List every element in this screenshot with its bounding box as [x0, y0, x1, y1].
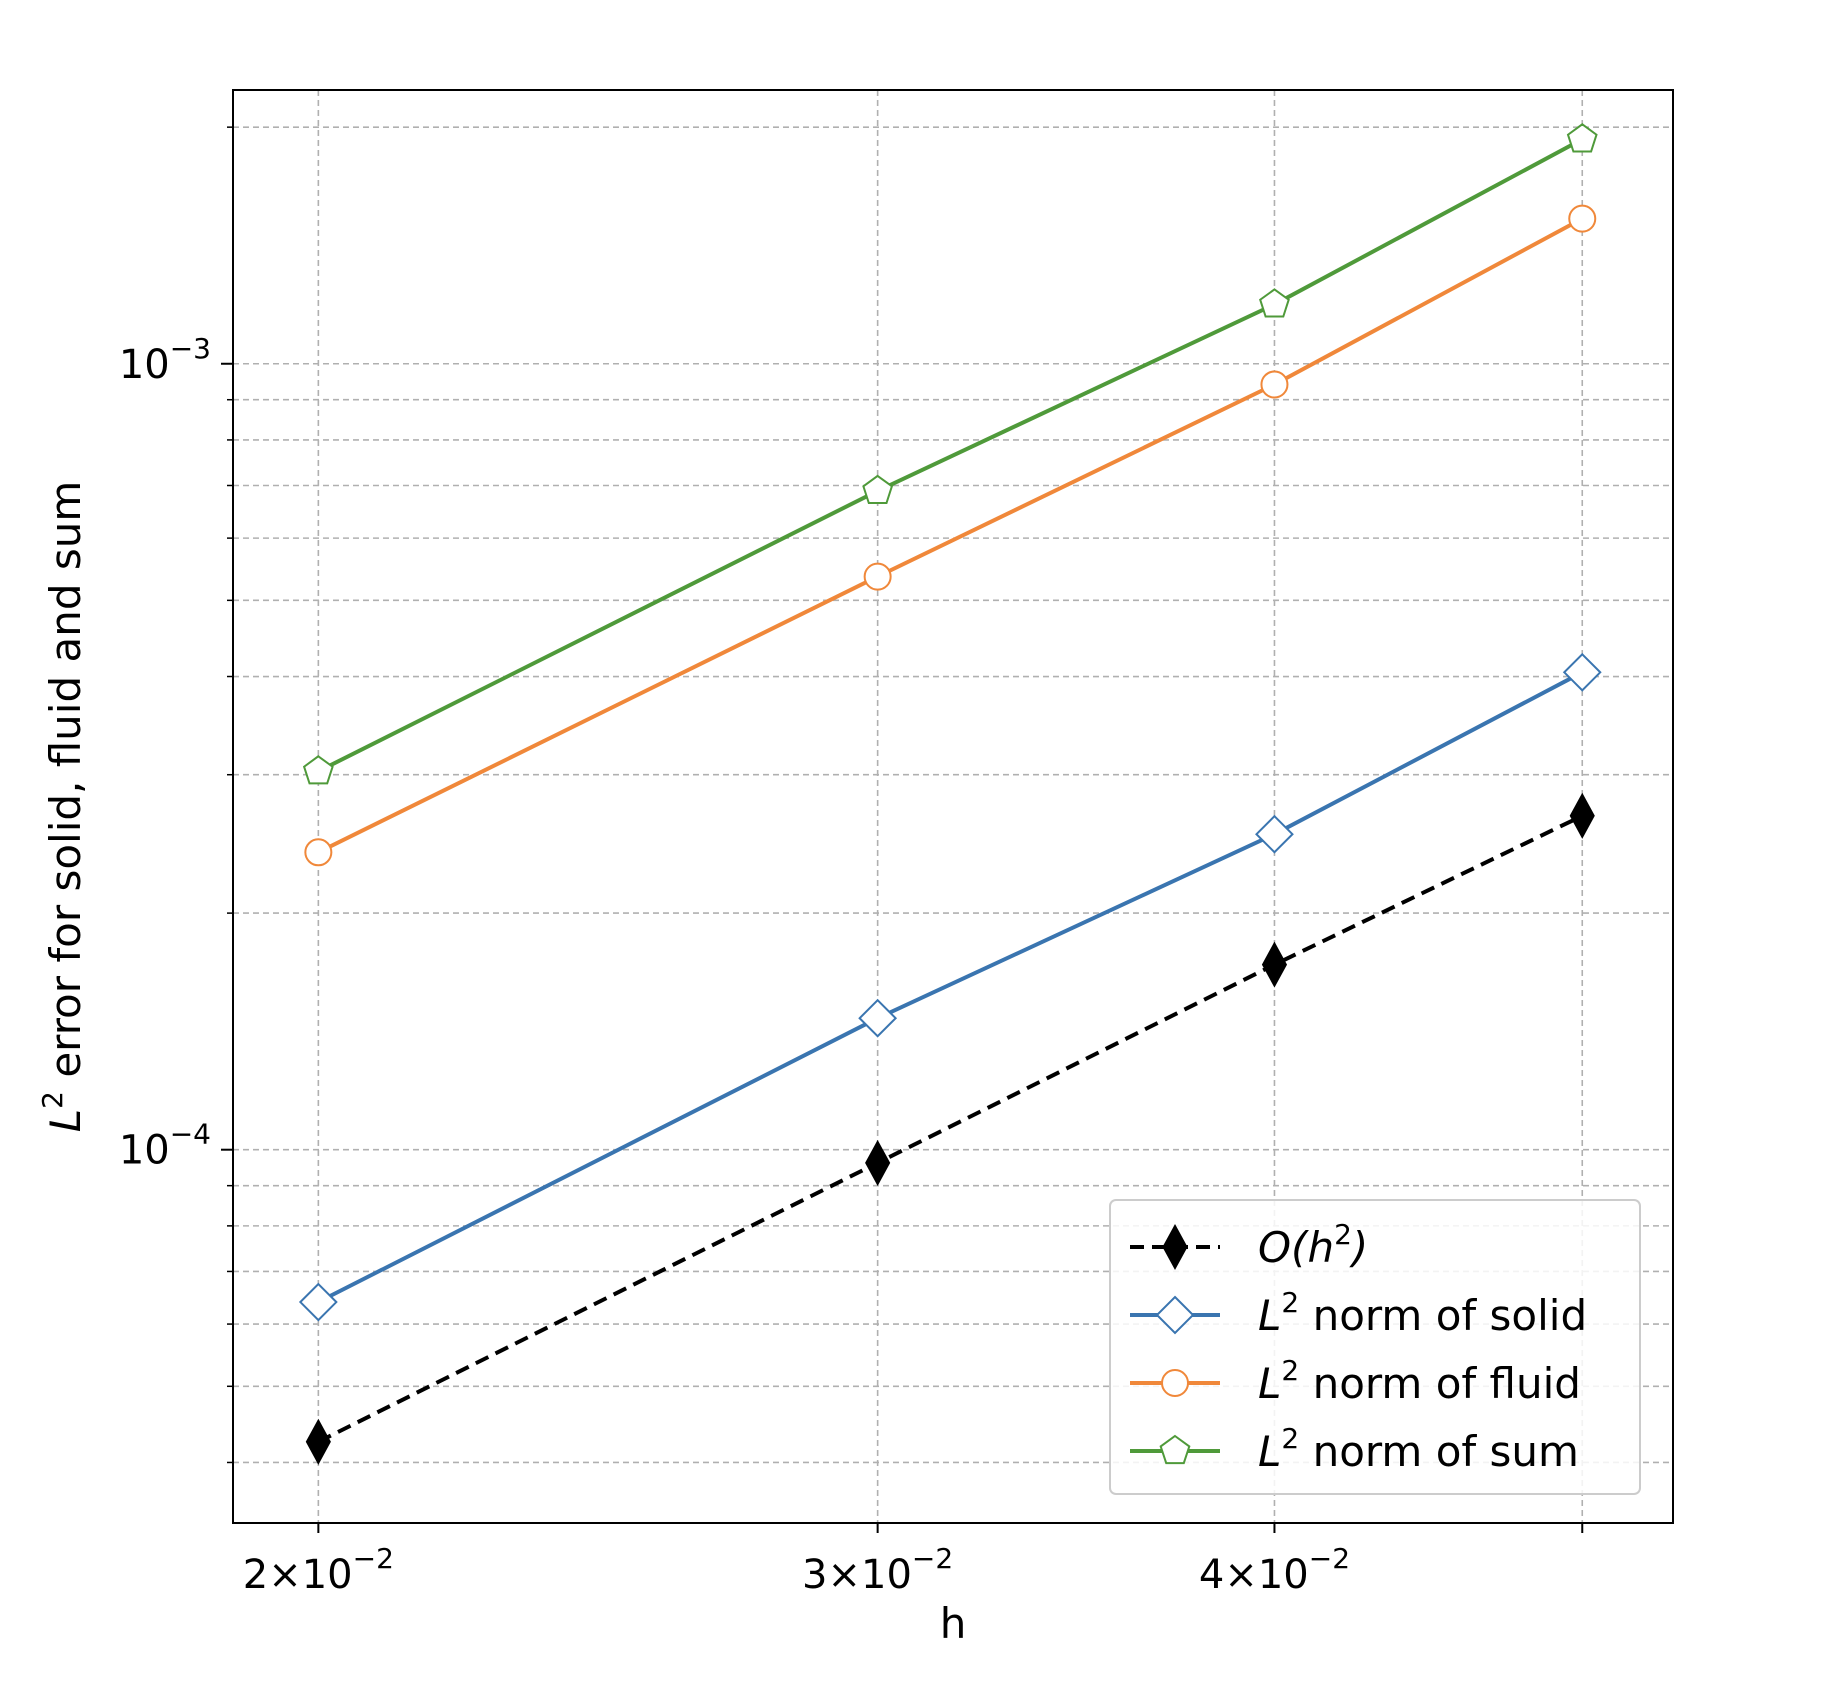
x-tick-exponent: −2: [353, 1542, 394, 1575]
y-tick-label: 10−4: [119, 1118, 211, 1174]
legend-label: L2 norm of sum: [1258, 1422, 1579, 1476]
data-point: [1255, 814, 1294, 854]
x-tick-mantissa: 3: [802, 1552, 827, 1598]
legend-variable: L: [1258, 1291, 1281, 1340]
legend-item: L2 norm of fluid: [1130, 1354, 1581, 1408]
data-point: [1162, 1223, 1188, 1271]
data-point: [1566, 123, 1598, 153]
y-tick-label: 10−3: [119, 332, 211, 388]
x-axis-label: h: [940, 1599, 967, 1648]
legend-label: O(h2): [1258, 1218, 1368, 1272]
data-point: [865, 1139, 891, 1186]
data-point: [1260, 370, 1289, 399]
data-point: [1569, 792, 1595, 839]
x-tick-base: ×10: [268, 1552, 352, 1598]
y-label-superscript: 2: [36, 1091, 69, 1109]
x-tick-label: 2×10−2: [243, 1542, 394, 1598]
x-tick-mantissa: 4: [1199, 1552, 1224, 1598]
legend-prefix: O(: [1258, 1223, 1309, 1272]
y-tick-exponent: −3: [170, 332, 211, 365]
x-tick-exponent: −2: [1309, 1542, 1350, 1575]
data-point: [1155, 1295, 1195, 1335]
legend-item: O(h2): [1130, 1218, 1368, 1272]
ticks: 2×10−2 3×10−2 4×10−210−310−4: [119, 126, 1584, 1598]
data-point: [304, 838, 333, 867]
x-tick-mantissa: 2: [243, 1552, 268, 1598]
legend-superscript: 2: [1281, 1422, 1299, 1455]
legend-superscript: 2: [1281, 1286, 1299, 1319]
legend-superscript: 2: [1281, 1354, 1299, 1387]
legend-text: norm of solid: [1299, 1291, 1587, 1340]
y-axis-label: L2 error for solid, fluid and sum: [36, 481, 90, 1133]
data-point: [858, 998, 898, 1038]
data-point: [1568, 204, 1597, 233]
data-point: [1259, 288, 1290, 318]
legend-variable: L: [1258, 1427, 1281, 1476]
data-point: [862, 474, 894, 504]
legend-text: norm of fluid: [1299, 1359, 1581, 1408]
data-point: [298, 1282, 338, 1322]
y-tick-base: 10: [119, 342, 170, 388]
legend-label: L2 norm of solid: [1258, 1286, 1587, 1340]
legend-box: [1109, 1199, 1641, 1495]
data-point: [1161, 1369, 1189, 1397]
series-line: [317, 813, 1584, 1444]
series-4: [302, 123, 1598, 785]
series-1: [305, 792, 1595, 1465]
legend-text: norm of sum: [1299, 1427, 1579, 1476]
data-point: [1562, 652, 1602, 692]
legend-label: L2 norm of fluid: [1258, 1354, 1581, 1408]
legend-variable: L: [1258, 1359, 1281, 1408]
data-point: [302, 755, 334, 785]
series-layer: [298, 123, 1602, 1465]
series-line: [317, 216, 1584, 855]
legend-item: L2 norm of solid: [1130, 1286, 1587, 1340]
legend-item: L2 norm of sum: [1130, 1422, 1579, 1476]
legend-variable: h: [1307, 1223, 1334, 1272]
x-tick-base: ×10: [1224, 1552, 1308, 1598]
legend-superscript: 2: [1334, 1218, 1352, 1251]
data-point: [863, 562, 892, 591]
series-3: [304, 204, 1597, 867]
y-tick-exponent: −4: [170, 1118, 211, 1151]
y-tick-base: 10: [119, 1128, 170, 1174]
x-tick-label: 4×10−2: [1199, 1542, 1350, 1598]
data-point: [1159, 1434, 1191, 1465]
legend-suffix: ): [1349, 1223, 1368, 1272]
series-line: [317, 670, 1584, 1304]
plot-frame: [232, 89, 1674, 1524]
x-tick-label: 3×10−2: [802, 1542, 953, 1598]
series-2: [298, 652, 1602, 1322]
data-point: [1261, 941, 1288, 988]
y-label-text: error for solid, fluid and sum: [41, 481, 90, 1091]
x-tick-base: ×10: [828, 1552, 912, 1598]
series-line: [317, 137, 1584, 774]
data-point: [305, 1418, 331, 1465]
x-tick-exponent: −2: [912, 1542, 953, 1575]
y-label-variable: L: [41, 1109, 90, 1132]
